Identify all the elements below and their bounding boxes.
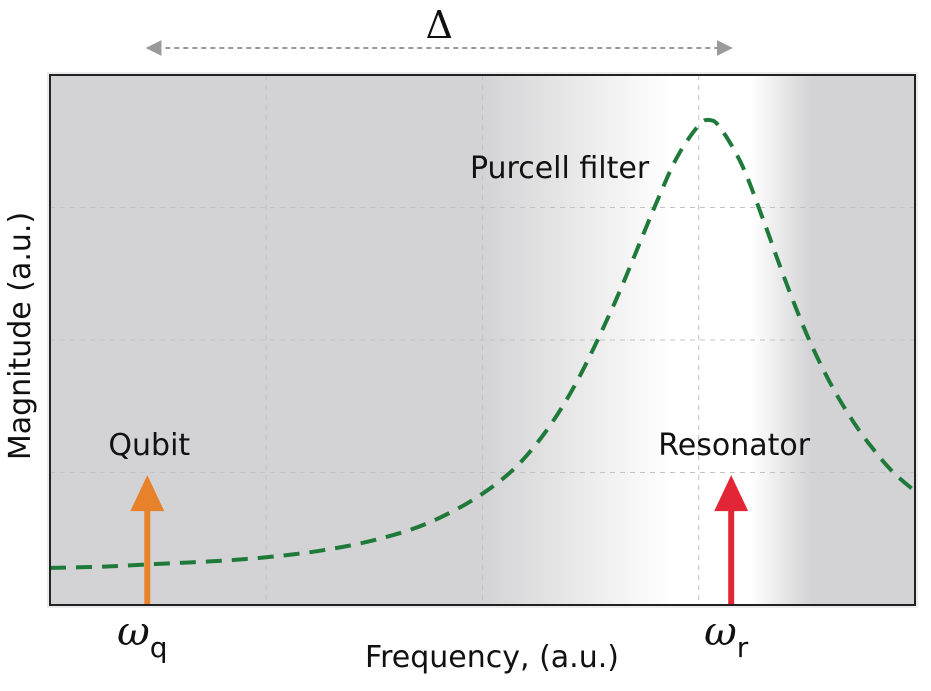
qubit-label: Qubit: [108, 428, 190, 463]
delta-label: Δ: [426, 3, 453, 47]
qubit-symbol-base: ω: [117, 609, 150, 655]
series-label-purcell-filter: Purcell filter: [470, 151, 650, 186]
x-axis-label: Frequency, (a.u.): [365, 640, 619, 675]
qubit-arrow-head: [130, 475, 165, 512]
resonator-symbol-subscript: r: [737, 631, 749, 664]
resonator-arrow-head: [714, 475, 749, 512]
qubit-symbol-subscript: q: [150, 631, 168, 664]
y-axis-label: Magnitude (a.u.): [3, 212, 38, 460]
purcell-filter-curve: [49, 117, 917, 570]
resonator-frequency-symbol: ωr: [704, 609, 749, 664]
plot-border: [49, 74, 916, 606]
qubit-frequency-symbol: ωq: [117, 609, 167, 664]
resonator-symbol-base: ω: [704, 609, 737, 655]
resonator-label: Resonator: [658, 428, 810, 463]
delta-annotation: Δ: [145, 3, 733, 56]
grid-lines: [50, 75, 915, 605]
